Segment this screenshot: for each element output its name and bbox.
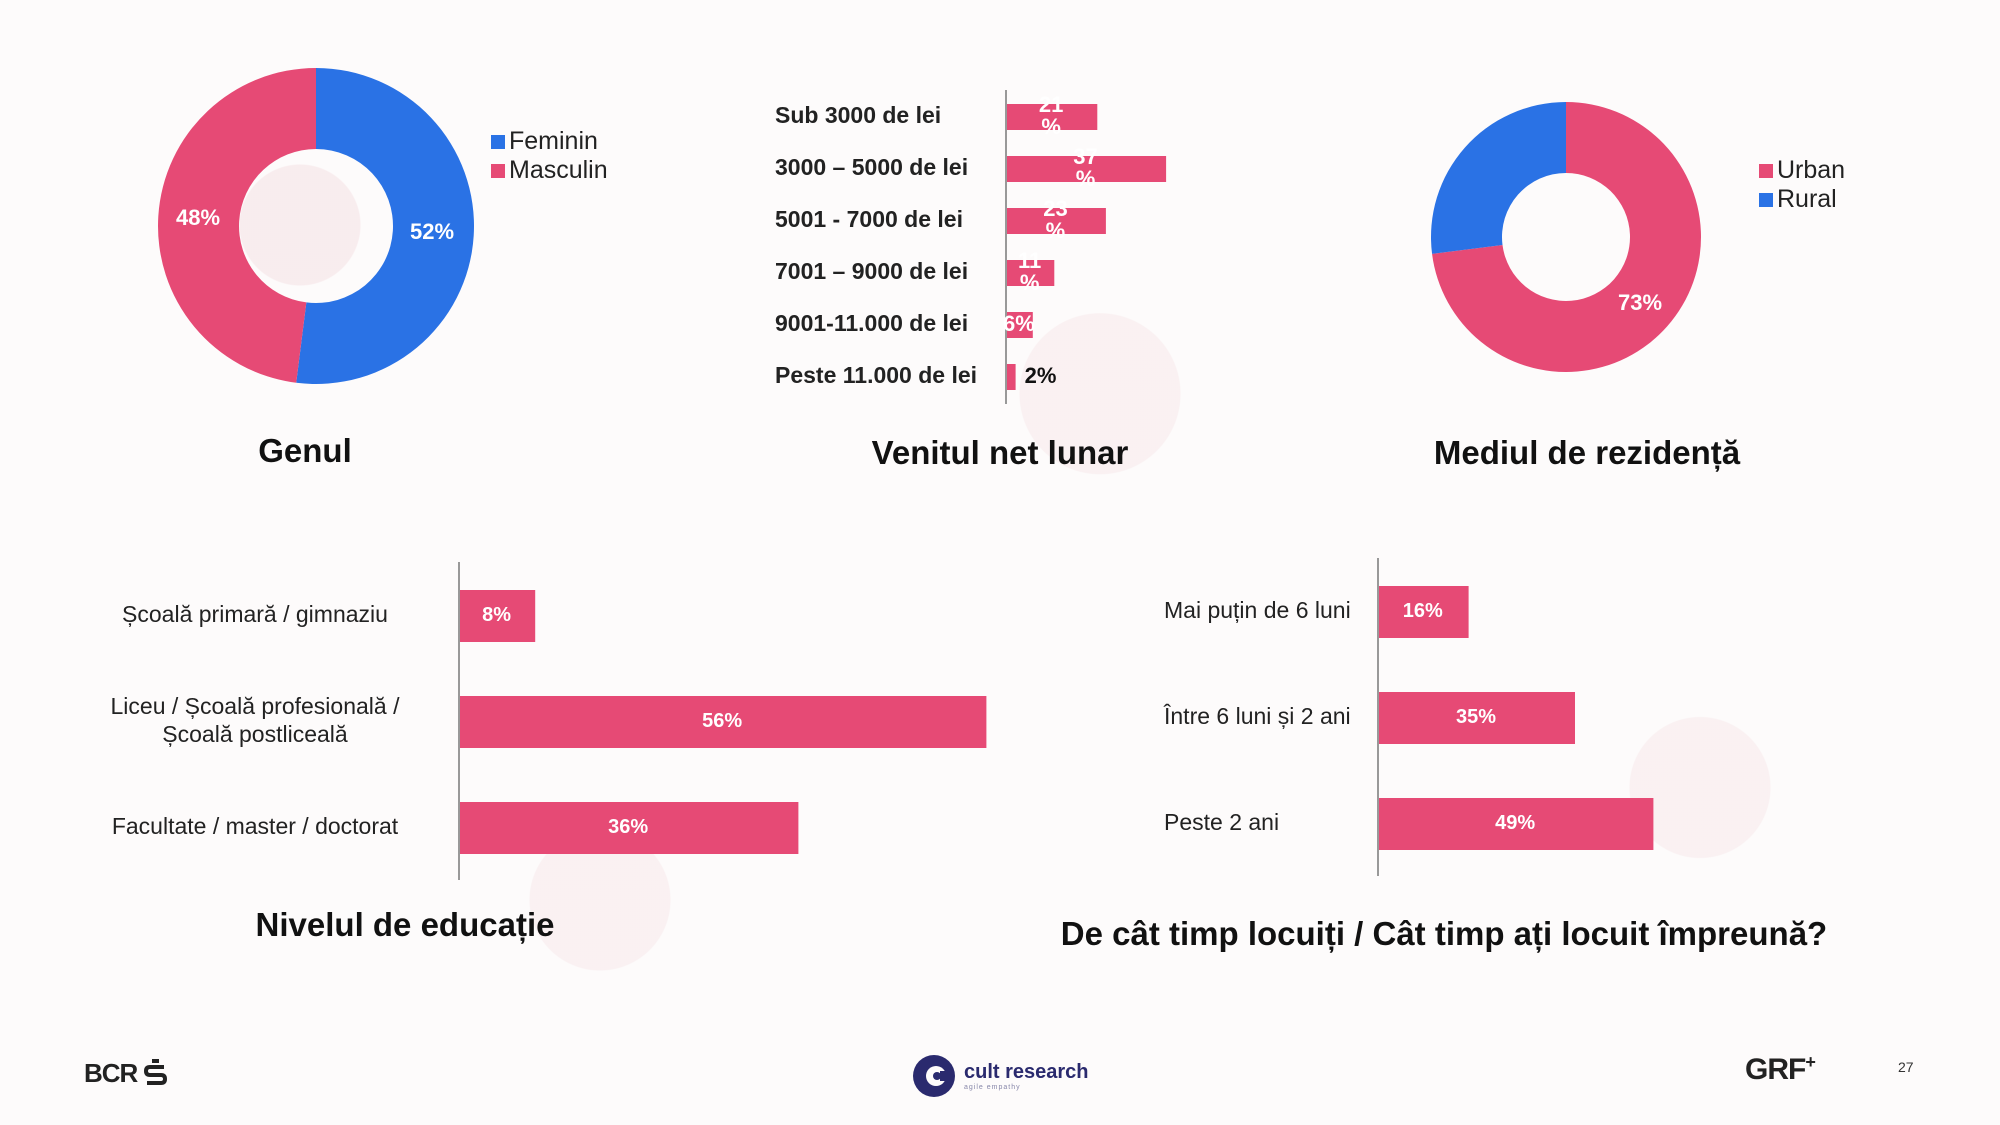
chart-title-mediu: Mediul de rezidență	[1433, 434, 1741, 471]
legend-label: Masculin	[509, 156, 608, 184]
cult-research-name: cult research	[964, 1061, 1089, 1083]
legend-swatch-blue	[1759, 192, 1773, 207]
bar-educatie-1	[460, 696, 987, 748]
bar-venit-1	[1007, 156, 1167, 182]
bar-venit-2	[1007, 208, 1106, 234]
category-label-educatie-0: Școală primară / gimnaziu	[122, 601, 388, 627]
bar-venit-3	[1007, 260, 1055, 286]
value-label-venit-3: 11%	[1018, 248, 1041, 295]
bar-timp-1	[1379, 692, 1575, 744]
legend-mediu: Urban Rural	[1759, 156, 1845, 214]
cult-c-icon	[913, 1055, 955, 1097]
legend-label: Urban	[1777, 156, 1846, 184]
chart-title-educatie: Nivelul de educație	[255, 906, 555, 943]
legend-gen: Feminin Masculin	[491, 127, 608, 185]
cult-research-tagline: agile empathy	[964, 1084, 1021, 1091]
legend-label: Feminin	[509, 127, 598, 155]
value-label-educatie-1: 56%	[702, 710, 742, 732]
slice-label-mediu-urban: 73%	[1618, 290, 1662, 315]
category-label-venit-3: 7001 – 9000 de lei	[775, 258, 968, 284]
value-label-venit-2: 23%	[1043, 196, 1067, 243]
bar-educatie-2	[460, 802, 799, 854]
value-label-timp-2: 49%	[1495, 812, 1535, 834]
legend-swatch-blue	[491, 134, 505, 149]
value-label-timp-1: 35%	[1456, 706, 1496, 728]
donut-slice-gen-feminin	[296, 68, 474, 384]
category-label-venit-5: Peste 11.000 de lei	[775, 362, 977, 388]
value-label-educatie-2: 36%	[608, 816, 648, 838]
category-label-timp-0: Mai puțin de 6 luni	[1164, 597, 1351, 623]
bar-venit-0	[1007, 104, 1098, 130]
category-label-venit-0: Sub 3000 de lei	[775, 102, 941, 128]
grf-logo-text: GRF	[1745, 1053, 1806, 1086]
category-label-educatie-1: Liceu / Școală profesională / Școală post…	[111, 693, 401, 747]
category-label-venit-4: 9001-11.000 de lei	[775, 310, 968, 336]
category-label-venit-2: 5001 - 7000 de lei	[775, 206, 963, 232]
legend-label: Rural	[1777, 185, 1837, 213]
bcr-logo: BCR	[84, 1058, 168, 1089]
legend-item-urban: Urban	[1759, 156, 1845, 185]
legend-item-masculin: Masculin	[491, 156, 608, 185]
grf-logo: GRF+	[1745, 1052, 1816, 1086]
category-label-venit-1: 3000 – 5000 de lei	[775, 154, 968, 180]
slice-label-gen-masculin: 48%	[176, 205, 220, 230]
bar-timp-0	[1379, 586, 1469, 638]
bar-venit-5	[1007, 364, 1016, 390]
category-label-timp-1: Între 6 luni și 2 ani	[1163, 703, 1351, 729]
page-number: 27	[1898, 1059, 1914, 1075]
legend-swatch-pink	[491, 163, 505, 178]
chart-title-venit: Venitul net lunar	[871, 434, 1129, 471]
bar-educatie-0	[460, 590, 536, 642]
donut-slice-mediu-rural	[1431, 102, 1566, 254]
donut-slice-gen-masculin	[157, 68, 316, 383]
legend-swatch-pink	[1759, 163, 1773, 178]
slice-label-gen-feminin: 52%	[410, 219, 454, 244]
legend-item-rural: Rural	[1759, 185, 1845, 214]
value-label-venit-4: 6%	[1003, 311, 1035, 336]
value-label-educatie-0: 8%	[482, 604, 511, 626]
chart-title-timp: De cât timp locuiți / Cât timp ați locui…	[1060, 915, 1828, 952]
bcr-logo-text: BCR	[84, 1058, 138, 1088]
category-label-timp-2: Peste 2 ani	[1164, 809, 1279, 835]
chart-title-gen: Genul	[258, 432, 352, 469]
bar-timp-2	[1379, 798, 1654, 850]
category-label-educatie-2: Facultate / master / doctorat	[112, 813, 399, 839]
bar-venit-4	[1007, 312, 1033, 338]
donut-slice-mediu-urban	[1432, 102, 1701, 373]
legend-item-feminin: Feminin	[491, 127, 608, 156]
value-label-venit-1: 37%	[1073, 144, 1097, 191]
value-label-venit-0: 21%	[1039, 92, 1063, 139]
bcr-s-icon	[143, 1059, 167, 1085]
value-label-timp-0: 16%	[1403, 600, 1443, 622]
value-label-venit-5: 2%	[1025, 363, 1057, 388]
cult-research-logo: cult research agile empathy	[910, 1052, 1089, 1100]
